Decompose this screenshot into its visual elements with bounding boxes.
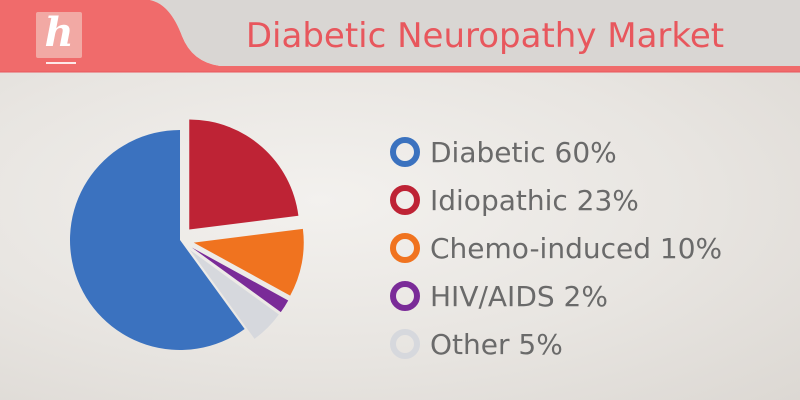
header-banner: h Diabetic Neuropathy Market (0, 0, 800, 80)
logo-underline (46, 62, 76, 64)
legend-label-idiopathic: Idiopathic 23% (430, 183, 639, 217)
legend-item-diabetic: Diabetic 60% (390, 132, 617, 172)
pie-slice-chemo-induced (193, 228, 304, 296)
legend-marker-idiopathic (390, 185, 420, 215)
page-title: Diabetic Neuropathy Market (245, 16, 725, 56)
legend-label-diabetic: Diabetic 60% (430, 135, 617, 169)
legend-label-hiv-aids: HIV/AIDS 2% (430, 279, 608, 313)
legend-item-other: Other 5% (390, 324, 563, 364)
legend-label-chemo-induced: Chemo-induced 10% (430, 231, 723, 265)
legend-label-other: Other 5% (430, 327, 563, 361)
pie-chart (69, 119, 304, 351)
pie-slice-other (189, 249, 279, 339)
pie-slice-idiopathic (189, 119, 299, 230)
title-panel (150, 0, 800, 66)
legend-marker-hiv-aids (390, 281, 420, 311)
pie-slice-diabetic (69, 130, 245, 351)
legend-item-idiopathic: Idiopathic 23% (390, 180, 639, 220)
pie-slice-hiv-aids (191, 247, 289, 313)
banner-shape (0, 0, 800, 73)
legend-marker-chemo-induced (390, 233, 420, 263)
legend-marker-diabetic (390, 137, 420, 167)
legend-item-chemo-induced: Chemo-induced 10% (390, 228, 722, 268)
logo: h (36, 9, 82, 58)
legend-item-hiv-aids: HIV/AIDS 2% (390, 276, 608, 316)
logo-letter: h (44, 9, 74, 56)
legend-marker-other (390, 329, 420, 359)
banner-red-tab (0, 0, 800, 72)
